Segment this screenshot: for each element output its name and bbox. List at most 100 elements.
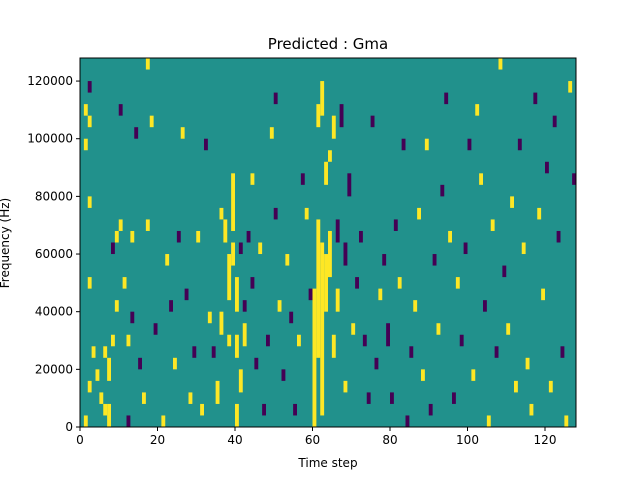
heatmap-cell (219, 207, 224, 220)
heatmap-cell (204, 138, 208, 151)
heatmap-cell (533, 92, 538, 105)
heatmap-cell (343, 242, 348, 266)
heatmap-cell (118, 104, 123, 116)
heatmap-cell (382, 254, 387, 266)
heatmap-cell (560, 346, 565, 358)
heatmap-cell (494, 346, 499, 358)
heatmap-cell (328, 230, 332, 278)
heatmap-cell (355, 277, 359, 289)
heatmap-cell (250, 173, 255, 185)
heatmap-cell (114, 300, 119, 312)
heatmap-cell (351, 323, 356, 335)
heatmap-cell (242, 323, 247, 347)
x-tick-label: 120 (534, 433, 557, 447)
heatmap-cell (87, 115, 92, 128)
heatmap-cell (545, 161, 549, 174)
heatmap-cell (207, 311, 212, 324)
heatmap-cell (471, 369, 476, 381)
heatmap-cell (459, 334, 464, 347)
heatmap-cell (180, 127, 185, 139)
heatmap-cell (219, 311, 224, 335)
heatmap-cell (111, 334, 115, 347)
x-tick-label: 60 (305, 433, 320, 447)
y-tick-label: 0 (65, 420, 73, 434)
heatmap-cell (572, 173, 576, 185)
y-axis-label: Frequency (Hz) (0, 198, 12, 289)
heatmap-cell (343, 380, 348, 393)
heatmap-cell (196, 230, 201, 243)
heatmap-cell (498, 58, 503, 70)
heatmap-cell (510, 196, 514, 208)
heatmap-cells (83, 58, 576, 427)
heatmap-cell (91, 346, 96, 358)
heatmap-cell (320, 242, 325, 416)
heatmap-cell (103, 403, 108, 416)
heatmap-cell (331, 115, 336, 139)
heatmap-cell (409, 346, 414, 358)
heatmap-cell (235, 403, 239, 427)
x-tick-label: 80 (382, 433, 397, 447)
heatmap-cell (490, 219, 495, 231)
heatmap-cell (308, 288, 313, 301)
heatmap-cell (483, 300, 487, 312)
heatmap-cell (122, 277, 127, 289)
heatmap-cell (215, 380, 220, 404)
heatmap-cell (293, 403, 297, 416)
heatmap-cell (506, 323, 511, 335)
heatmap-cell (386, 323, 390, 347)
heatmap-cell (273, 92, 278, 105)
heatmap-cell (564, 415, 569, 427)
axes-frame (79, 57, 577, 428)
heatmap-cell (359, 230, 363, 243)
heatmap-cell (184, 288, 189, 301)
heatmap-cell (103, 346, 108, 358)
heatmap-cell (231, 173, 235, 231)
heatmap-cell (320, 81, 325, 116)
chart-title: Predicted : Gma (268, 35, 388, 53)
heatmap-cell (258, 242, 263, 255)
heatmap-cell (200, 403, 204, 416)
heatmap-cell (552, 115, 557, 128)
heatmap-cell (374, 357, 379, 370)
heatmap-cell (95, 369, 100, 381)
heatmap-cell (238, 242, 243, 255)
heatmap-cell (316, 104, 321, 128)
heatmap-cell (235, 334, 239, 358)
heatmap-cell (339, 104, 344, 128)
heatmap-cell (366, 392, 371, 404)
heatmap-cell (227, 254, 232, 301)
heatmap-cell (362, 334, 367, 347)
heatmap-cell (285, 254, 290, 266)
heatmap-cell (347, 173, 352, 197)
heatmap-cell (176, 230, 181, 243)
y-tick-label: 80000 (35, 189, 73, 203)
heatmap-cell (328, 150, 332, 162)
heatmap-cell (401, 138, 406, 151)
heatmap-cell (277, 300, 282, 312)
heatmap-cell (521, 242, 526, 255)
heatmap-plot-area (80, 58, 576, 427)
heatmap-cell (335, 288, 340, 312)
y-tick-label: 120000 (27, 74, 73, 88)
heatmap-cell (428, 403, 433, 416)
heatmap-cell (448, 230, 452, 243)
heatmap-cell (436, 323, 441, 335)
heatmap-cell (126, 415, 131, 427)
heatmap-cell (145, 58, 150, 70)
heatmap-cell (529, 403, 534, 416)
heatmap-cell (173, 357, 177, 370)
heatmap-cell (297, 334, 301, 347)
x-tick-label: 0 (76, 433, 84, 447)
y-tick-label: 20000 (35, 362, 73, 376)
heatmap-cell (541, 288, 545, 301)
heatmap-cell (227, 334, 232, 347)
heatmap-cell (331, 334, 336, 358)
heatmap-cell (525, 357, 530, 370)
heatmap-cell (262, 403, 266, 416)
heatmap-cell (455, 277, 460, 289)
heatmap-cell (142, 392, 146, 404)
heatmap-cell (312, 288, 317, 427)
heatmap-cell (169, 300, 173, 312)
heatmap-cell (370, 115, 375, 128)
heatmap-cell (235, 277, 239, 312)
